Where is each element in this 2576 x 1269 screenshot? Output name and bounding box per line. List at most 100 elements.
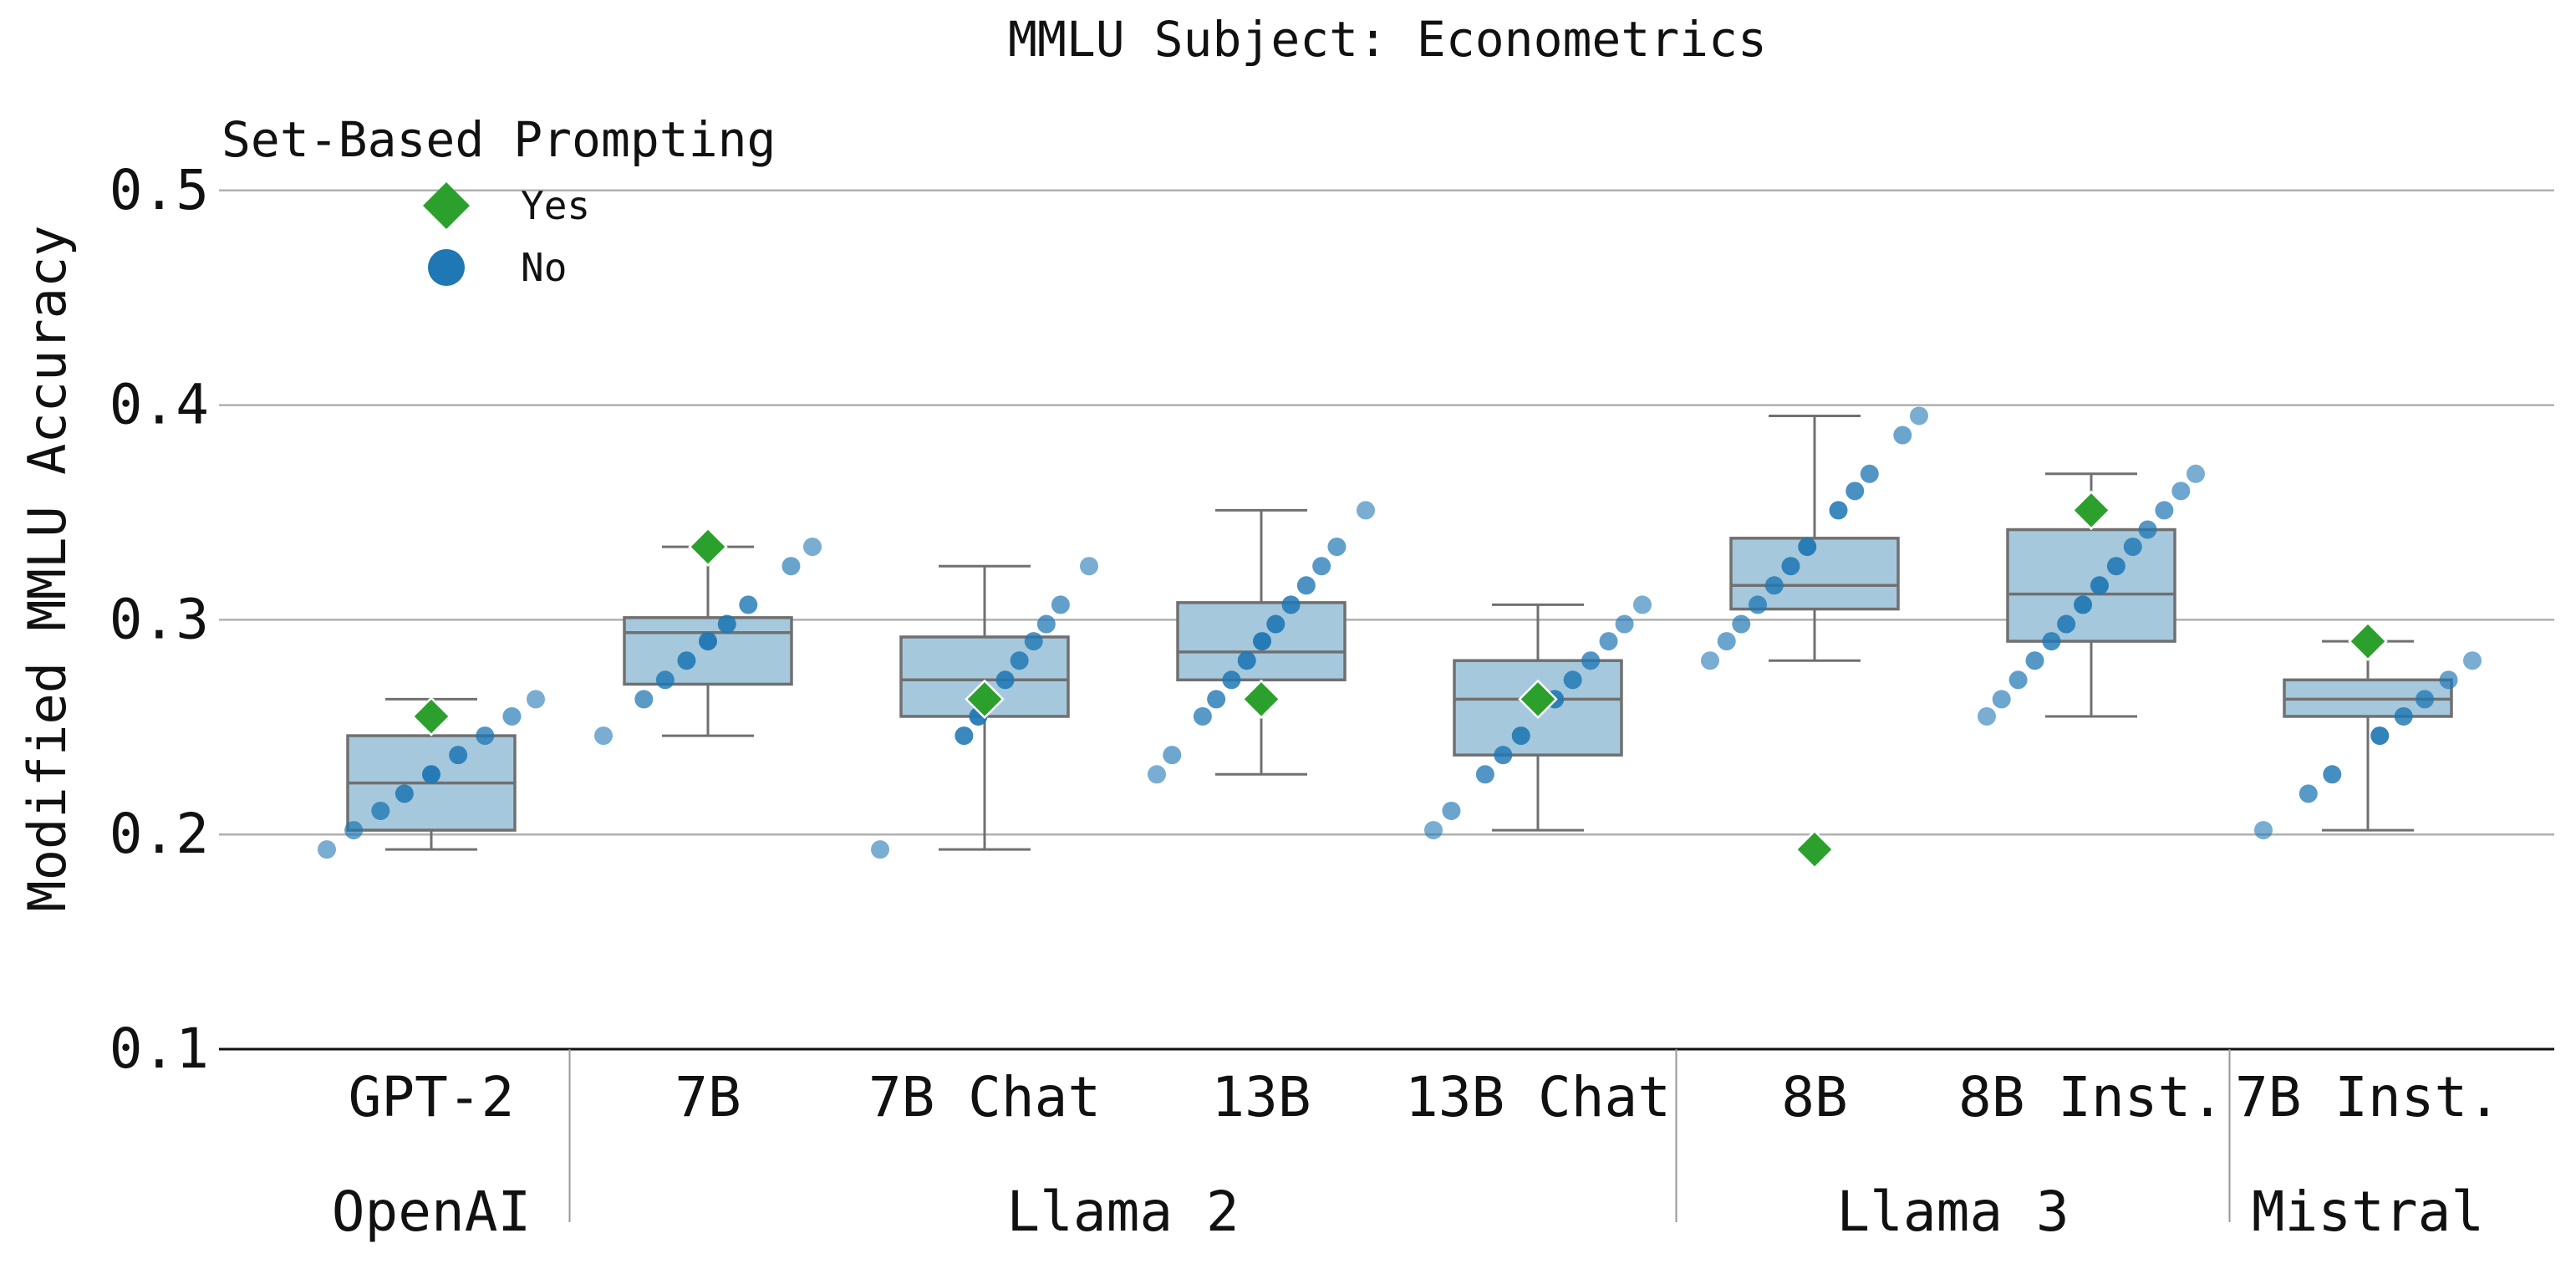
x-tick-label: 8B Inst. <box>1958 1065 2224 1129</box>
point-no <box>1581 651 1601 670</box>
point-no <box>955 726 974 746</box>
point-no <box>1207 690 1226 709</box>
point-no <box>594 726 613 746</box>
point-no <box>634 690 654 709</box>
y-tick-label: 0.5 <box>109 158 209 222</box>
axes: 0.1 0.2 0.3 0.4 0.5 GPT-2 7B 7B Chat 13B 13B Chat… <box>109 158 2554 1244</box>
point-yes <box>688 527 728 567</box>
point-no <box>2171 482 2191 501</box>
point-yes <box>411 696 451 736</box>
point-no <box>995 670 1015 690</box>
legend-marker-yes <box>423 182 470 229</box>
point-no <box>1253 632 1272 651</box>
point-no <box>1193 706 1212 726</box>
x-tick-label: 7B Chat <box>868 1065 1101 1129</box>
point-no <box>2323 765 2342 784</box>
point-no <box>1829 501 1848 520</box>
point-no <box>1424 821 1443 840</box>
point-no <box>2254 821 2273 840</box>
point-no <box>1281 595 1301 614</box>
box-layer <box>346 414 2453 851</box>
point-no <box>2008 670 2028 690</box>
point-no <box>739 595 758 614</box>
legend-entries: Yes No <box>423 182 590 290</box>
y-axis-label: Modified MMLU Accuracy <box>17 225 78 911</box>
point-no <box>655 670 675 690</box>
point-no <box>1599 632 1618 651</box>
point-no <box>1312 557 1331 576</box>
point-no <box>1442 801 1461 820</box>
chart-title: MMLU Subject: Econometrics <box>1008 11 1767 68</box>
point-no <box>1992 690 2011 709</box>
x-tick-label: 7B Inst. <box>2235 1065 2501 1129</box>
y-tick-label: 0.2 <box>109 802 209 866</box>
x-tick-label: 13B Chat <box>1405 1065 1671 1129</box>
point-no <box>803 538 822 557</box>
point-no <box>2123 538 2142 557</box>
point-no <box>371 801 390 820</box>
group-label-llama-3: Llama 3 <box>1836 1180 2069 1244</box>
y-tick-label: 0.1 <box>109 1017 209 1081</box>
point-no <box>2299 784 2318 803</box>
point-no <box>1781 557 1800 576</box>
point-no <box>1327 538 1347 557</box>
point-no <box>2394 706 2413 726</box>
point-no <box>1163 746 1182 765</box>
point-no <box>1024 632 1043 651</box>
point-no <box>1910 406 1928 426</box>
point-no <box>1080 557 1098 576</box>
point-no <box>2439 670 2458 690</box>
point-no <box>1036 614 1056 634</box>
point-no <box>1764 576 1784 595</box>
legend-title: Set-Based Prompting <box>221 111 776 168</box>
point-no <box>318 840 336 859</box>
point-no <box>1749 595 1768 614</box>
point-no <box>1296 576 1316 595</box>
group-label-llama-2: Llama 2 <box>1006 1180 1239 1244</box>
point-no <box>1615 614 1634 634</box>
point-no <box>449 746 468 765</box>
point-no <box>1860 464 1879 483</box>
point-yes <box>1795 829 1835 869</box>
point-no <box>1051 595 1070 614</box>
point-no <box>2042 632 2061 651</box>
point-no <box>1266 614 1285 634</box>
legend-label-no: No <box>521 245 567 290</box>
point-no <box>2155 501 2174 520</box>
group-label-mistral: Mistral <box>2252 1180 2484 1244</box>
point-no <box>527 690 545 709</box>
y-tick-label: 0.3 <box>109 587 209 651</box>
point-no <box>1148 765 1166 784</box>
point-layer <box>318 406 2482 869</box>
point-yes <box>965 679 1005 720</box>
point-no <box>395 784 414 803</box>
point-no <box>1798 538 1817 557</box>
point-no <box>1237 651 1256 670</box>
x-tick-label: 13B <box>1211 1065 1311 1129</box>
point-yes <box>2348 621 2388 661</box>
point-no <box>476 726 495 746</box>
point-no <box>2138 520 2157 539</box>
point-no <box>2057 614 2076 634</box>
point-no <box>1978 706 1996 726</box>
box-body <box>623 616 793 686</box>
gridlines <box>219 189 2554 836</box>
legend: Set-Based Prompting Yes No <box>221 111 776 290</box>
point-no <box>2090 576 2109 595</box>
point-no <box>1222 670 1241 690</box>
point-no <box>2106 557 2125 576</box>
point-no <box>1633 595 1652 614</box>
point-no <box>1732 614 1751 634</box>
point-no <box>2416 690 2435 709</box>
box-7b <box>623 545 793 737</box>
x-tick-label: 8B <box>1781 1065 1847 1129</box>
point-no <box>2187 464 2205 483</box>
x-tick-label: 7B <box>675 1065 741 1129</box>
point-no <box>1845 482 1865 501</box>
y-tick-label: 0.4 <box>109 373 209 437</box>
point-no <box>1511 726 1530 746</box>
point-no <box>1010 651 1029 670</box>
point-yes <box>1241 679 1281 720</box>
point-no <box>1357 501 1375 520</box>
